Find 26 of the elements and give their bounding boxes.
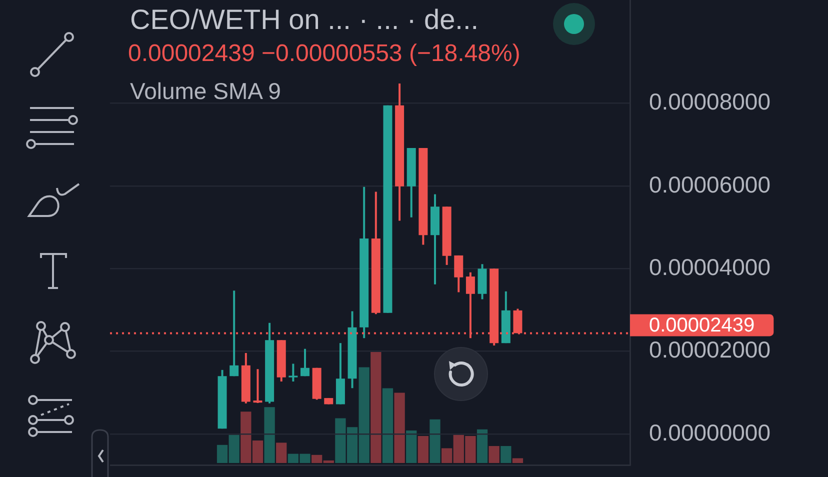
y-tick-label: 0.00008000	[649, 88, 771, 115]
bar	[276, 442, 287, 463]
chart-title: Volume SMA 9	[130, 78, 281, 104]
candlestick	[288, 362, 298, 383]
y-tick-label: 0.00004000	[649, 254, 771, 280]
bar	[264, 407, 275, 463]
ref-line-label: 0.00002439	[649, 314, 755, 337]
bar	[430, 419, 440, 463]
bar	[488, 446, 500, 463]
candlestick	[253, 368, 262, 404]
candlestick	[300, 348, 310, 378]
y-tick-label: 0.00000000	[649, 419, 771, 446]
bar	[476, 429, 488, 463]
bar	[512, 458, 524, 463]
text: 0.00002439 −0.00000553 (−18.48%)	[128, 40, 520, 67]
chart-title: CEO/WETH on ... · ... · de...	[130, 4, 479, 35]
bar	[406, 430, 417, 463]
bar	[382, 388, 394, 463]
y-tick-label: 0.00006000	[649, 171, 771, 198]
bar	[370, 352, 382, 463]
candlestick	[454, 254, 464, 294]
y-tick-label: 0.00002000	[649, 336, 771, 363]
bar	[500, 446, 512, 463]
bar	[418, 436, 429, 463]
bar	[394, 392, 405, 463]
candlestick	[230, 290, 239, 378]
